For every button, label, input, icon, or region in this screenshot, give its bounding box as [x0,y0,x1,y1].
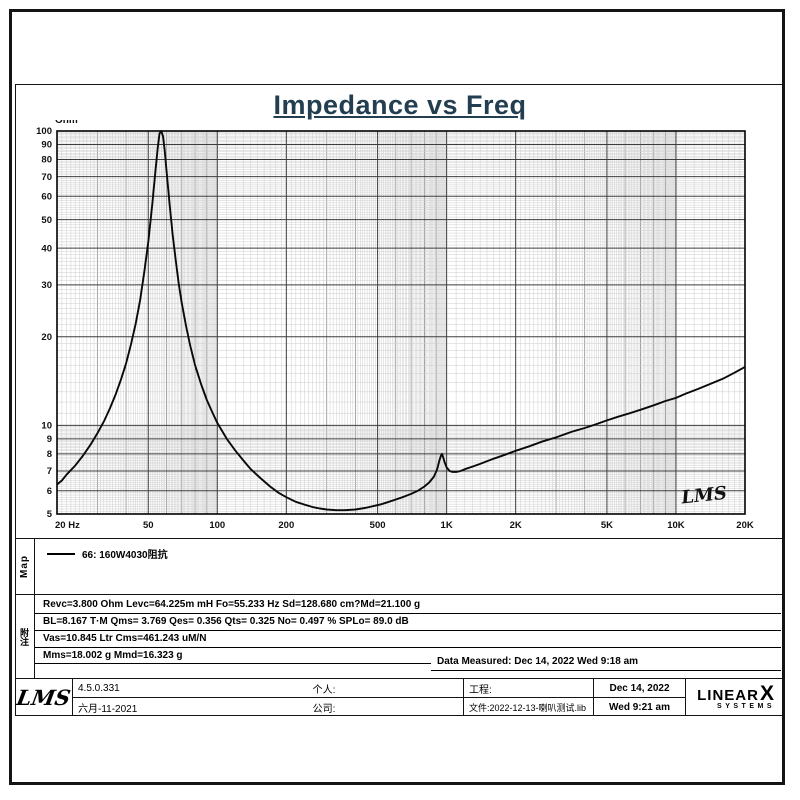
y-tick-label: 20 [41,332,52,343]
version-number: 4.5.0.331 [73,679,185,698]
y-tick-label: 80 [41,155,52,166]
linearx-wordmark: LINEAR X [697,681,775,705]
notes-side-column: 附注 [15,595,35,678]
version-date: 六月-11-2021 [78,703,138,715]
page-title: Impedance vs Freq [273,90,527,120]
y-tick-label: 30 [41,280,52,291]
map-side-label: Map [19,555,30,578]
x-tick-label: 1K [441,520,453,531]
y-tick-label: 10 [41,421,52,432]
y-tick-label: 60 [41,192,52,203]
footer-bar: LMS 4.5.0.331 六月-11-2021 个人: 公司: 工程: 文件:… [15,678,785,716]
y-tick-label: 90 [41,140,52,151]
y-tick-label: 9 [47,434,52,445]
notes-section: 附注 Revc=3.800 Ohm Levc=64.225m mH Fo=55.… [15,594,785,678]
map-section: Map 66: 160W4030阻抗 [15,538,785,594]
brand-linear-text: LINEAR [697,686,759,704]
x-tick-label: 10K [667,520,685,531]
y-tick-label: 6 [47,486,52,497]
lms-logo: LMS [14,685,73,710]
y-tick-label: 7 [47,466,52,477]
note-row-parameters-3: Vas=10.845 Ltr Cms=461.243 uM/N [35,631,781,648]
note-row-parameters-2: BL=8.167 T·M Qms= 3.769 Qes= 0.356 Qts= … [35,614,781,631]
notes-side-label: 附注 [19,627,29,646]
note-row-parameters-4: Mms=18.002 g Mmd=16.323 g Data Measured:… [35,648,781,671]
legend-row: 66: 160W4030阻抗 [47,546,168,561]
x-tick-label: 20K [736,520,754,531]
data-measured-label: Data Measured: Dec 14, 2022 Wed 9:18 am [431,655,781,671]
x-tick-label: 200 [278,520,294,531]
y-tick-label: 70 [41,172,52,183]
linearx-logo: LINEAR X SYSTEMS [686,679,785,716]
impedance-curve [56,130,746,512]
x-tick-label: 50 [143,520,154,531]
footer-project-cell: 工程: 文件:2022-12-13-喇叭测试.lib [463,679,593,716]
footer-version-cell: 4.5.0.331 六月-11-2021 [73,679,185,716]
x-tick-label: 100 [209,520,225,531]
legend-line-sample [47,552,75,555]
footer-lms-cell: LMS [15,679,73,716]
y-axis-title: Ohm [55,120,78,126]
x-tick-label: 2K [510,520,522,531]
project-label: 工程: [464,679,593,698]
y-tick-label: 5 [47,509,53,520]
x-tick-label: 500 [370,520,386,531]
notes-rows: Revc=3.800 Ohm Levc=64.225m mH Fo=55.233… [35,597,781,671]
footer-date-cell: Dec 14, 2022 Wed 9:21 am [593,679,686,716]
brand-systems-text: SYSTEMS [717,702,775,710]
measurement-time: Wed 9:21 am [609,701,670,713]
y-tick-label: 50 [41,215,52,226]
company-label: 公司: [312,703,336,715]
legend-label: 66: 160W4030阻抗 [82,550,168,561]
personal-label: 个人: [185,679,463,698]
lms-chart-logo: LMS [679,483,728,509]
outer-border [9,9,785,785]
x-tick-label: 20 Hz [55,520,80,531]
note-row-parameters-1: Revc=3.800 Ohm Levc=64.225m mH Fo=55.233… [35,597,781,614]
measurement-date: Dec 14, 2022 [594,679,685,698]
file-label: 文件:2022-12-13-喇叭测试.lib [469,702,587,713]
y-tick-label: 8 [47,449,52,460]
footer-person-cell: 个人: 公司: [185,679,463,716]
impedance-chart: 100 90 80 70 60 50 40 30 20 10 9 8 7 6 520 Hz 50 100 200 5… [36,120,754,531]
brand-x-text: X [759,681,775,705]
y-tick-label: 100 [36,126,52,137]
plot-frame [56,130,746,515]
x-tick-label: 5K [601,520,613,531]
y-tick-label: 40 [41,243,52,254]
note-row-mms: Mms=18.002 g Mmd=16.323 g [35,648,431,664]
map-side-column: Map [15,539,35,594]
